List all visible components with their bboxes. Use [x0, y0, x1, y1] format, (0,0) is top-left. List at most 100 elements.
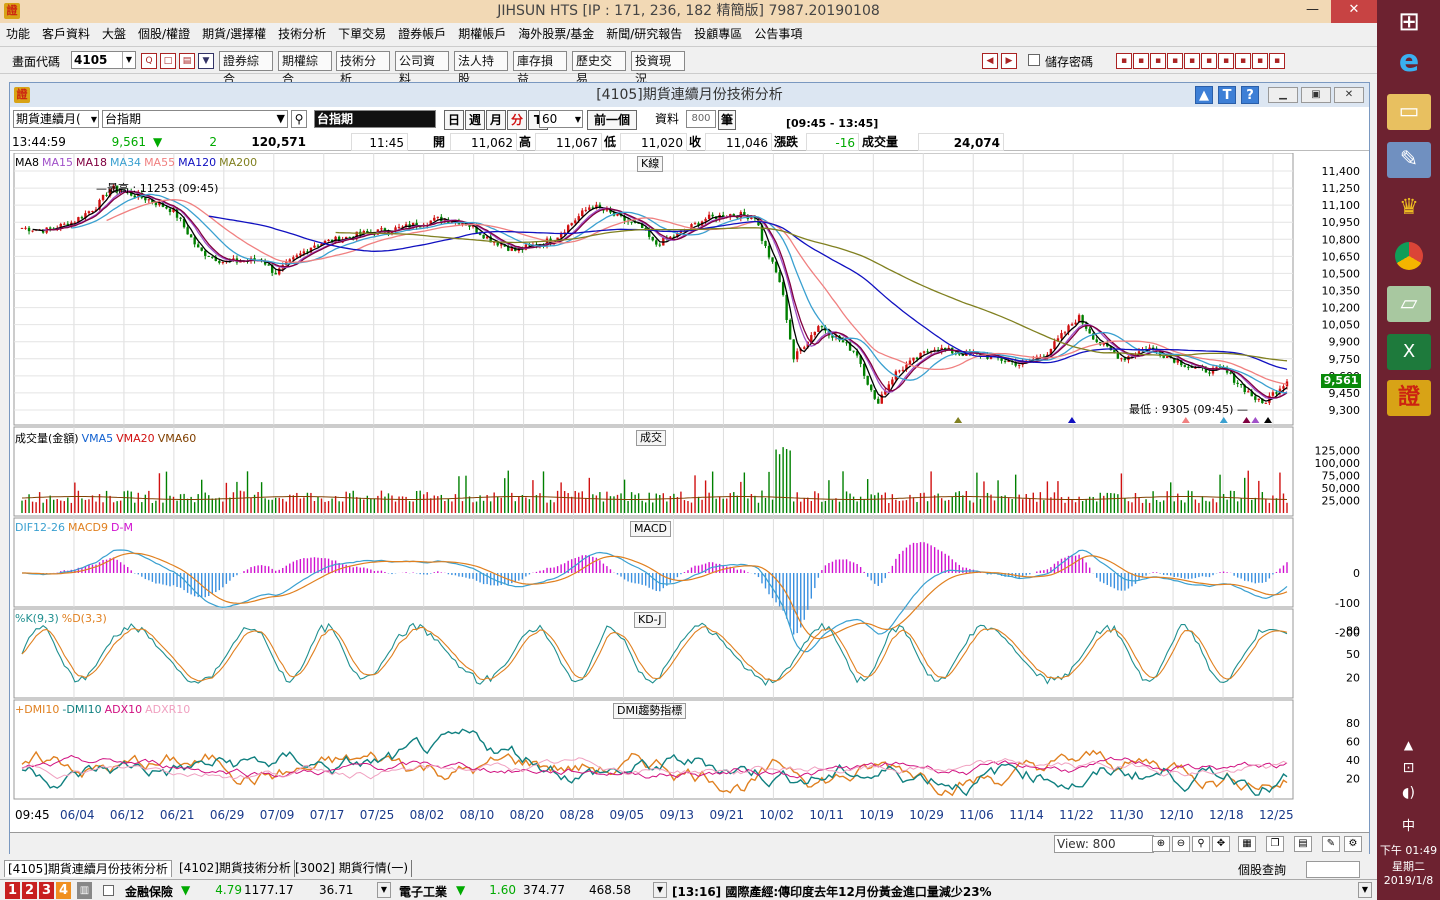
interval-select[interactable]: 60 ▼	[539, 110, 583, 128]
excel-icon[interactable]: X	[1387, 334, 1431, 370]
ime-indicator[interactable]: 中	[1401, 819, 1415, 834]
search-icon[interactable]: Q	[141, 53, 157, 69]
settings-gear-icon[interactable]: ⚙	[1344, 836, 1362, 852]
menu-item-4[interactable]: 期貨/選擇權	[202, 27, 267, 41]
product-select[interactable]: 期貨連續月( ▼	[13, 110, 99, 128]
number-button-4[interactable]: 4	[56, 882, 71, 899]
menu-item-10[interactable]: 新聞/研究報告	[606, 27, 683, 41]
tray-up-icon[interactable]: ▲	[1403, 738, 1414, 752]
menu-item-2[interactable]: 大盤	[102, 27, 127, 41]
restore-button[interactable]	[1301, 0, 1334, 23]
screen-code-input[interactable]: 4105 ▼	[71, 51, 136, 69]
period-button-3[interactable]: 分	[507, 110, 527, 130]
menu-item-0[interactable]: 功能	[6, 27, 31, 41]
chevron-down-icon[interactable]: ▼	[377, 882, 391, 898]
help-icon[interactable]: ?	[1241, 86, 1259, 104]
data-count-input[interactable]: 800	[686, 110, 716, 128]
file-explorer-icon[interactable]: ▭	[1387, 94, 1431, 130]
close-button[interactable]: ✕	[1331, 0, 1377, 23]
menu-item-6[interactable]: 下單交易	[338, 27, 387, 41]
bars-icon[interactable]: ▪	[1201, 53, 1217, 69]
jihsun-hts-icon[interactable]: 證	[1387, 380, 1431, 416]
stock-query-input[interactable]	[1306, 861, 1360, 878]
chevron-down-icon[interactable]: ▼	[122, 52, 135, 68]
chart-icon[interactable]: ▤	[179, 53, 195, 69]
back-icon[interactable]: ◀	[982, 53, 998, 69]
save-password-checkbox[interactable]	[1028, 54, 1040, 66]
chevron-down-icon[interactable]: ▼	[90, 115, 97, 124]
search-icon[interactable]: ⚲	[1192, 836, 1210, 852]
chart-icon[interactable]: ▪	[1218, 53, 1234, 69]
menu-item-12[interactable]: 公告事項	[754, 27, 803, 41]
toolbar-button-2[interactable]: 技術分析	[336, 51, 390, 86]
lock-icon[interactable]: ▥	[77, 882, 92, 899]
tab-4102[interactable]: [4102]期貨技術分析	[176, 860, 295, 877]
windows-start-icon[interactable]: ⊞	[1398, 7, 1420, 37]
toolbar-button-7[interactable]: 投資現況	[631, 51, 685, 86]
chrome-icon[interactable]	[1387, 238, 1431, 274]
chart-minimize-button[interactable]: ▁	[1268, 87, 1298, 103]
number-button-3[interactable]: 3	[39, 882, 54, 899]
grid-icon[interactable]: ▪	[1133, 53, 1149, 69]
window-icon[interactable]: □	[160, 53, 176, 69]
toolbar-button-4[interactable]: 法人持股	[454, 51, 508, 86]
fx-icon[interactable]: ▪	[1167, 53, 1183, 69]
menu-item-5[interactable]: 技術分析	[278, 27, 327, 41]
ie-browser-icon[interactable]: e	[1398, 44, 1420, 79]
indicator-icon[interactable]: ▦	[1238, 836, 1256, 852]
data-unit-button[interactable]: 筆	[718, 110, 736, 130]
network-icon[interactable]: ⊡	[1402, 760, 1415, 776]
chart-close-button[interactable]: ✕	[1334, 87, 1364, 103]
print-icon[interactable]: ▪	[1252, 53, 1268, 69]
crown-app-icon[interactable]: ♛	[1399, 195, 1419, 220]
menu-item-7[interactable]: 證券帳戶	[398, 27, 447, 41]
ticker-checkbox[interactable]	[103, 885, 114, 896]
arrow-up-icon[interactable]: ▲	[1195, 86, 1213, 104]
menu-item-9[interactable]: 海外股票/基金	[518, 27, 595, 41]
draw-icon[interactable]: ✎	[1322, 836, 1340, 852]
text-icon[interactable]: T	[1218, 86, 1236, 104]
prev-button[interactable]: 前一個	[587, 110, 637, 130]
move-icon[interactable]: ✥	[1212, 836, 1230, 852]
period-button-2[interactable]: 月	[486, 110, 506, 130]
chart-plot-area[interactable]: 11,400 11,250 11,100 10,950 10,800 10,650 10,5…	[10, 152, 1369, 827]
copy-icon[interactable]: ❐	[1266, 836, 1284, 852]
menu-item-8[interactable]: 期權帳戶	[458, 27, 507, 41]
draw-icon[interactable]: ▪	[1116, 53, 1132, 69]
news-ticker[interactable]: [13:16] 國際產經:傳印度去年12月份黃金進口量減少23%	[672, 885, 992, 899]
volume-icon[interactable]: ◖)	[1402, 785, 1415, 801]
toolbar-button-1[interactable]: 期權綜合	[278, 51, 332, 86]
paint-icon[interactable]: ✎	[1387, 142, 1431, 178]
text-icon[interactable]: ▪	[1184, 53, 1200, 69]
minimize-button[interactable]: —	[1306, 2, 1319, 17]
chevron-down-icon[interactable]: ▼	[1358, 882, 1372, 898]
chevron-down-icon[interactable]: ▼	[574, 115, 581, 124]
sticky-notes-icon[interactable]: ▱	[1387, 286, 1431, 322]
chevron-down-icon[interactable]: ▼	[653, 882, 667, 898]
toolbar-button-6[interactable]: 歷史交易	[572, 51, 626, 86]
toolbar-button-3[interactable]: 公司資料	[395, 51, 449, 86]
window-icon[interactable]: ▪	[1150, 53, 1166, 69]
print-icon[interactable]: ▤	[1294, 836, 1312, 852]
tab-3002[interactable]: [3002] 期貨行情(一)	[292, 860, 413, 877]
toolbar-button-0[interactable]: 證券綜合	[219, 51, 273, 86]
forward-icon[interactable]: ▶	[1001, 53, 1017, 69]
menu-item-3[interactable]: 個股/權證	[138, 27, 191, 41]
menu-item-1[interactable]: 客戶資料	[42, 27, 91, 41]
chevron-down-icon[interactable]: ▼	[276, 112, 285, 125]
doc-icon[interactable]: ▪	[1269, 53, 1285, 69]
number-button-1[interactable]: 1	[5, 882, 20, 899]
zoom-out-icon[interactable]: ⊖	[1172, 836, 1190, 852]
search-icon[interactable]: ⚲	[291, 110, 307, 128]
dropdown-icon[interactable]: ▼	[198, 53, 214, 69]
period-button-1[interactable]: 週	[465, 110, 485, 130]
toolbar-button-5[interactable]: 庫存損益	[513, 51, 567, 86]
tab-4105[interactable]: [4105]期貨連續月份技術分析	[4, 860, 172, 877]
number-button-2[interactable]: 2	[22, 882, 37, 899]
clock-time[interactable]: 下午 01:49	[1379, 844, 1438, 857]
chart-restore-button[interactable]: ▣	[1301, 87, 1331, 103]
period-button-0[interactable]: 日	[444, 110, 464, 130]
zoom-in-icon[interactable]: ⊕	[1152, 836, 1170, 852]
product-name-input[interactable]: 台指期 ▼	[102, 110, 288, 128]
lock-icon[interactable]: ▪	[1235, 53, 1251, 69]
